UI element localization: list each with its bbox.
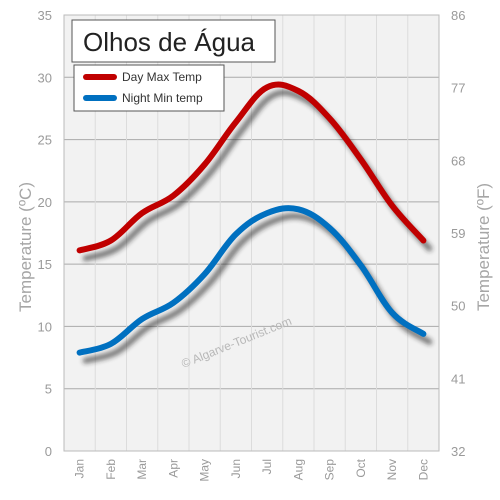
x-tick-aug: Aug [291, 459, 305, 480]
y-tick-left-5: 5 [45, 382, 52, 397]
y-tick-right-50: 50 [451, 299, 465, 314]
y-tick-right-41: 41 [451, 371, 465, 386]
x-tick-jun: Jun [229, 459, 243, 478]
series-lines [76, 81, 427, 356]
series-line-day-max-temp [76, 81, 427, 254]
x-tick-oct: Oct [354, 458, 368, 477]
y-axis-title-left: Temperature (ºC) [16, 182, 35, 312]
y-tick-left-35: 35 [38, 8, 52, 23]
x-tick-jul: Jul [260, 459, 274, 474]
x-tick-sep: Sep [323, 459, 337, 481]
y-tick-left-30: 30 [38, 70, 52, 85]
x-tick-may: May [198, 459, 212, 482]
chart-title-box: Olhos de Água [71, 19, 276, 63]
legend-label-night-min-temp: Night Min temp [122, 91, 203, 105]
x-tick-dec: Dec [416, 459, 430, 480]
x-tick-mar: Mar [135, 459, 149, 480]
x-tick-jan: Jan [73, 459, 87, 478]
y-axis-title-right: Temperature (ºF) [474, 183, 493, 311]
x-tick-apr: Apr [166, 459, 180, 478]
legend: Day Max Temp Night Min temp [73, 64, 225, 112]
chart-title: Olhos de Água [83, 27, 256, 57]
y-tick-right-59: 59 [451, 226, 465, 241]
y-tick-left-10: 10 [38, 319, 52, 334]
y-tick-right-32: 32 [451, 444, 465, 459]
x-tick-feb: Feb [104, 459, 118, 480]
y-axis-left: 0 5 10 15 20 25 30 35 [38, 8, 52, 459]
x-tick-nov: Nov [385, 459, 399, 480]
series-line-night-min-temp [76, 205, 427, 356]
y-tick-left-25: 25 [38, 133, 52, 148]
y-tick-left-15: 15 [38, 257, 52, 272]
plot-border [63, 14, 440, 452]
y-axis-right: 32 41 50 59 68 77 86 [451, 8, 465, 459]
y-tick-left-20: 20 [38, 195, 52, 210]
y-tick-left-0: 0 [45, 444, 52, 459]
y-tick-right-77: 77 [451, 81, 465, 96]
y-tick-right-86: 86 [451, 8, 465, 23]
legend-label-day-max-temp: Day Max Temp [122, 70, 202, 84]
y-tick-right-68: 68 [451, 153, 465, 168]
x-axis: Jan Feb Mar Apr May Jun Jul Aug Sep Oct Nov Dec [73, 458, 431, 481]
